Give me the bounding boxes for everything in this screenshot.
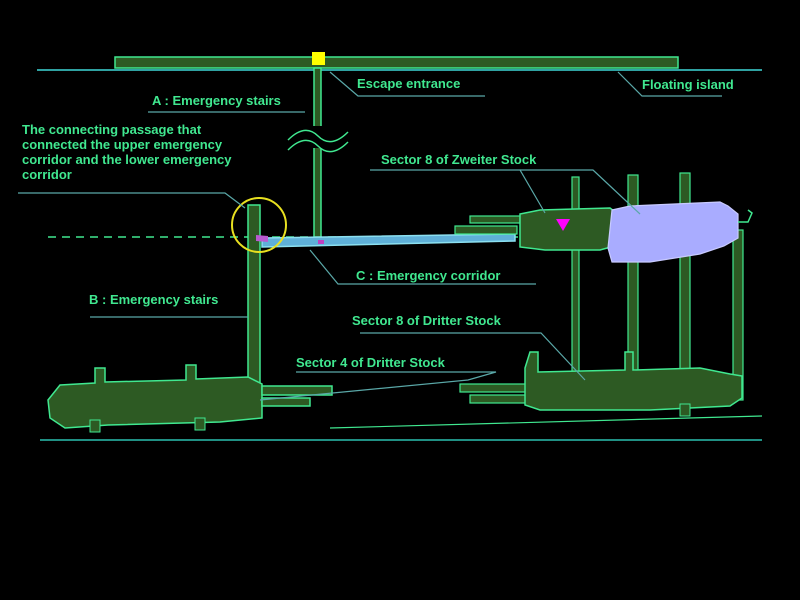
escape-entrance-label: Escape entrance — [357, 76, 461, 91]
connecting-passage-label: The connecting passage that connected th… — [22, 122, 232, 182]
sector-4-dritter-stock — [47, 364, 333, 433]
b-emergency-stairs-label: B : Emergency stairs — [89, 292, 219, 307]
circle-highlight-icon — [231, 197, 287, 253]
magenta-triangle-icon — [556, 219, 570, 231]
ground-slope-line — [329, 415, 763, 429]
a-emergency-stairs-shaft — [313, 67, 322, 244]
connecting-passage — [256, 235, 268, 242]
c-emergency-corridor — [261, 233, 516, 248]
sector-8-zweiter-stock-label: Sector 8 of Zweiter Stock — [381, 152, 537, 167]
yellow-square-icon — [312, 52, 325, 65]
sector-8-zweiter-stock — [454, 201, 753, 263]
sector-8-dritter-stock-label: Sector 8 of Dritter Stock — [352, 313, 501, 328]
b-emergency-stairs-shaft — [247, 204, 261, 396]
floating-island — [114, 56, 679, 69]
wavy-break-icon — [287, 126, 349, 153]
passage-joint — [318, 240, 324, 244]
sector-8-dritter-stock — [459, 351, 743, 417]
floating-island-label: Floating island — [642, 77, 734, 92]
leader-lines — [18, 71, 722, 401]
sector-4-dritter-stock-label: Sector 4 of Dritter Stock — [296, 355, 445, 370]
c-emergency-corridor-label: C : Emergency corridor — [356, 268, 501, 283]
a-emergency-stairs-label: A : Emergency stairs — [152, 93, 281, 108]
